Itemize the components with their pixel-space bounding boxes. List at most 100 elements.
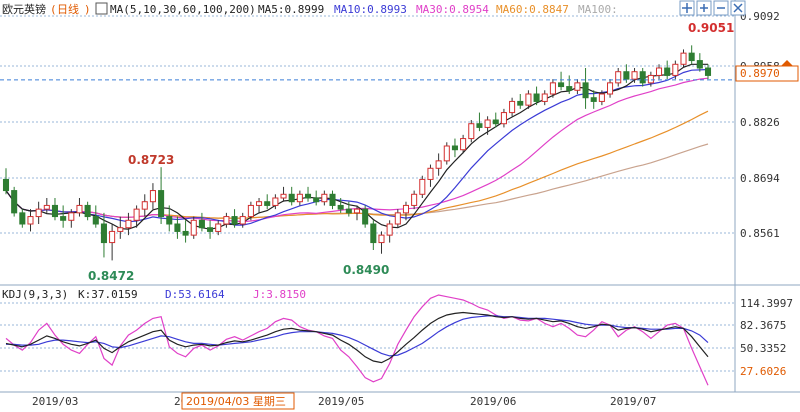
ma-params: MA(5,10,30,60,100,200) <box>110 3 256 16</box>
candle-body <box>337 204 344 210</box>
candle-body <box>2 178 10 192</box>
candle-body <box>92 216 99 225</box>
candle-body <box>166 216 173 225</box>
collapse-arrow-icon[interactable] <box>781 60 793 66</box>
x-axis-label: 2019/05 <box>318 395 364 408</box>
price-tick: 0.8694 <box>740 172 780 185</box>
candle-body <box>149 190 156 203</box>
candle-body <box>272 197 279 206</box>
candle <box>11 186 18 217</box>
candle-body <box>231 216 238 225</box>
candle-body <box>639 71 646 84</box>
candle-body <box>672 63 679 76</box>
kdj-panel[interactable]: KDJ(9,3,3) K:37.0159 D:53.6164 J:3.8150 … <box>0 284 800 386</box>
candle <box>313 190 320 206</box>
high-price-label: 0.9051 <box>688 21 734 35</box>
candle <box>704 64 712 80</box>
candle-body <box>51 204 59 218</box>
candle-body <box>84 204 91 218</box>
candle-body <box>492 119 499 125</box>
candle <box>549 79 556 98</box>
candle-body <box>402 204 410 214</box>
candle-body <box>655 67 663 76</box>
candle <box>427 164 434 187</box>
candle <box>304 186 312 202</box>
toolbar <box>679 0 793 66</box>
candle <box>468 120 475 143</box>
candle <box>174 216 181 239</box>
pan-icon[interactable] <box>679 0 695 16</box>
candle <box>590 90 597 109</box>
candle <box>133 205 140 228</box>
candle-body <box>296 193 303 203</box>
candle-body <box>394 212 401 225</box>
candle <box>598 90 605 106</box>
candle-body <box>378 234 385 244</box>
candle <box>35 201 42 224</box>
candle-body <box>615 71 622 84</box>
candle <box>402 201 410 221</box>
candle-body <box>443 145 450 162</box>
price-tick: 0.8561 <box>740 227 780 240</box>
ma5-line <box>5 63 708 230</box>
candle <box>451 138 458 158</box>
candle-body <box>264 201 271 206</box>
candle <box>517 94 524 109</box>
kdj-j-value: J:3.8150 <box>253 288 306 301</box>
price-panel[interactable] <box>0 0 736 392</box>
candle <box>76 198 83 217</box>
candle <box>117 216 124 239</box>
ma5-value: MA5:0.8999 <box>258 3 324 16</box>
candle-body <box>207 227 214 232</box>
candle-body <box>582 82 589 99</box>
candle-body <box>623 71 630 80</box>
zoom-out-icon[interactable] <box>713 0 729 16</box>
candle-body <box>517 100 524 106</box>
ma-settings-checkbox[interactable] <box>95 2 108 15</box>
price-tick: 0.9092 <box>740 10 780 23</box>
kdj-tick: 27.6026 <box>740 365 786 378</box>
mid-high-price-label: 0.8723 <box>128 153 174 167</box>
candle-body <box>386 223 393 236</box>
candle <box>215 220 222 236</box>
candle-body <box>11 190 18 214</box>
candle <box>345 201 352 217</box>
close-icon[interactable] <box>730 0 746 16</box>
candle <box>582 68 589 109</box>
candle-body <box>158 190 165 218</box>
candle <box>378 231 385 254</box>
candle <box>60 205 67 228</box>
candle-body <box>256 201 263 206</box>
candle-body <box>141 201 148 210</box>
candle <box>664 60 671 80</box>
candle <box>239 212 246 228</box>
candle <box>190 216 197 239</box>
zoom-in-icon[interactable] <box>696 0 712 16</box>
kdj-k-line <box>5 311 709 364</box>
candle-body <box>435 160 442 169</box>
candle <box>2 168 10 195</box>
candle <box>672 60 679 80</box>
candle <box>109 224 116 261</box>
candle-body <box>631 71 638 80</box>
candle-body <box>27 216 34 225</box>
candle <box>84 201 91 221</box>
candle <box>231 209 238 228</box>
candle <box>696 53 703 72</box>
candle <box>182 220 189 243</box>
candle <box>149 183 156 210</box>
candle <box>411 190 418 210</box>
kdj-tick: 114.3997 <box>740 297 793 310</box>
candle <box>141 194 148 217</box>
candle <box>525 90 532 109</box>
period-label: 日线 <box>57 2 79 16</box>
candle-body <box>566 86 573 91</box>
candle-body <box>509 100 516 114</box>
ma30-value: MA30:0.8954 <box>416 3 489 16</box>
candle-body <box>288 193 295 203</box>
candle-body <box>198 219 205 229</box>
candle-body <box>500 112 507 125</box>
candle <box>92 205 99 228</box>
candle-body <box>68 212 75 221</box>
